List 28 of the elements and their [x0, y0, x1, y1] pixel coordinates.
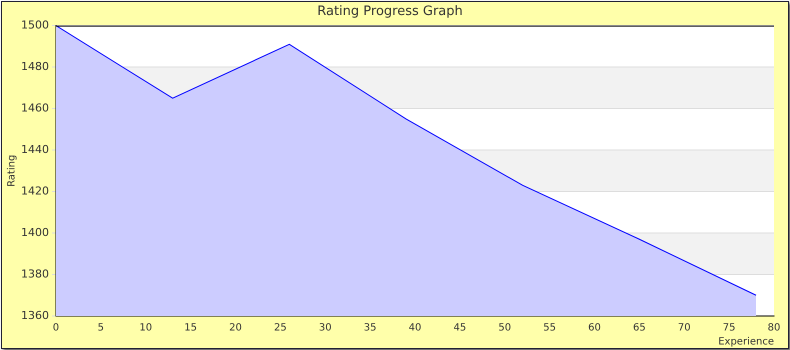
- x-tick-label: 30: [318, 322, 332, 334]
- x-tick-label: 70: [678, 322, 691, 334]
- y-tick-label: 1420: [20, 184, 49, 198]
- x-axis-title: Experience: [718, 336, 774, 348]
- x-tick-label: 55: [543, 322, 556, 334]
- x-tick-label: 60: [588, 322, 601, 334]
- y-tick-label: 1500: [20, 18, 49, 32]
- x-tick-label: 25: [274, 322, 287, 334]
- x-tick-label: 15: [184, 322, 197, 334]
- x-tick-label: 75: [722, 322, 736, 334]
- y-tick-label: 1440: [20, 142, 49, 156]
- y-tick-label: 1400: [20, 226, 49, 239]
- x-tick-label: 45: [454, 322, 466, 334]
- x-tick-label: 40: [408, 322, 422, 334]
- x-tick-label: 10: [139, 322, 152, 334]
- x-tick-label: 20: [229, 322, 242, 334]
- x-tick-label: 65: [633, 322, 646, 334]
- y-axis-title: Rating: [6, 154, 18, 187]
- x-tick-label: 35: [364, 322, 376, 334]
- y-tick-label: 1460: [20, 101, 49, 114]
- x-tick-label: 0: [52, 322, 60, 334]
- chart-title: Rating Progress Graph: [317, 4, 463, 20]
- y-tick-label: 1380: [20, 267, 49, 280]
- x-tick-label: 80: [768, 322, 780, 334]
- x-tick-label: 5: [98, 322, 104, 334]
- x-tick-label: 50: [498, 322, 512, 334]
- y-tick-label: 1360: [20, 308, 49, 322]
- y-tick-label: 1480: [20, 60, 49, 73]
